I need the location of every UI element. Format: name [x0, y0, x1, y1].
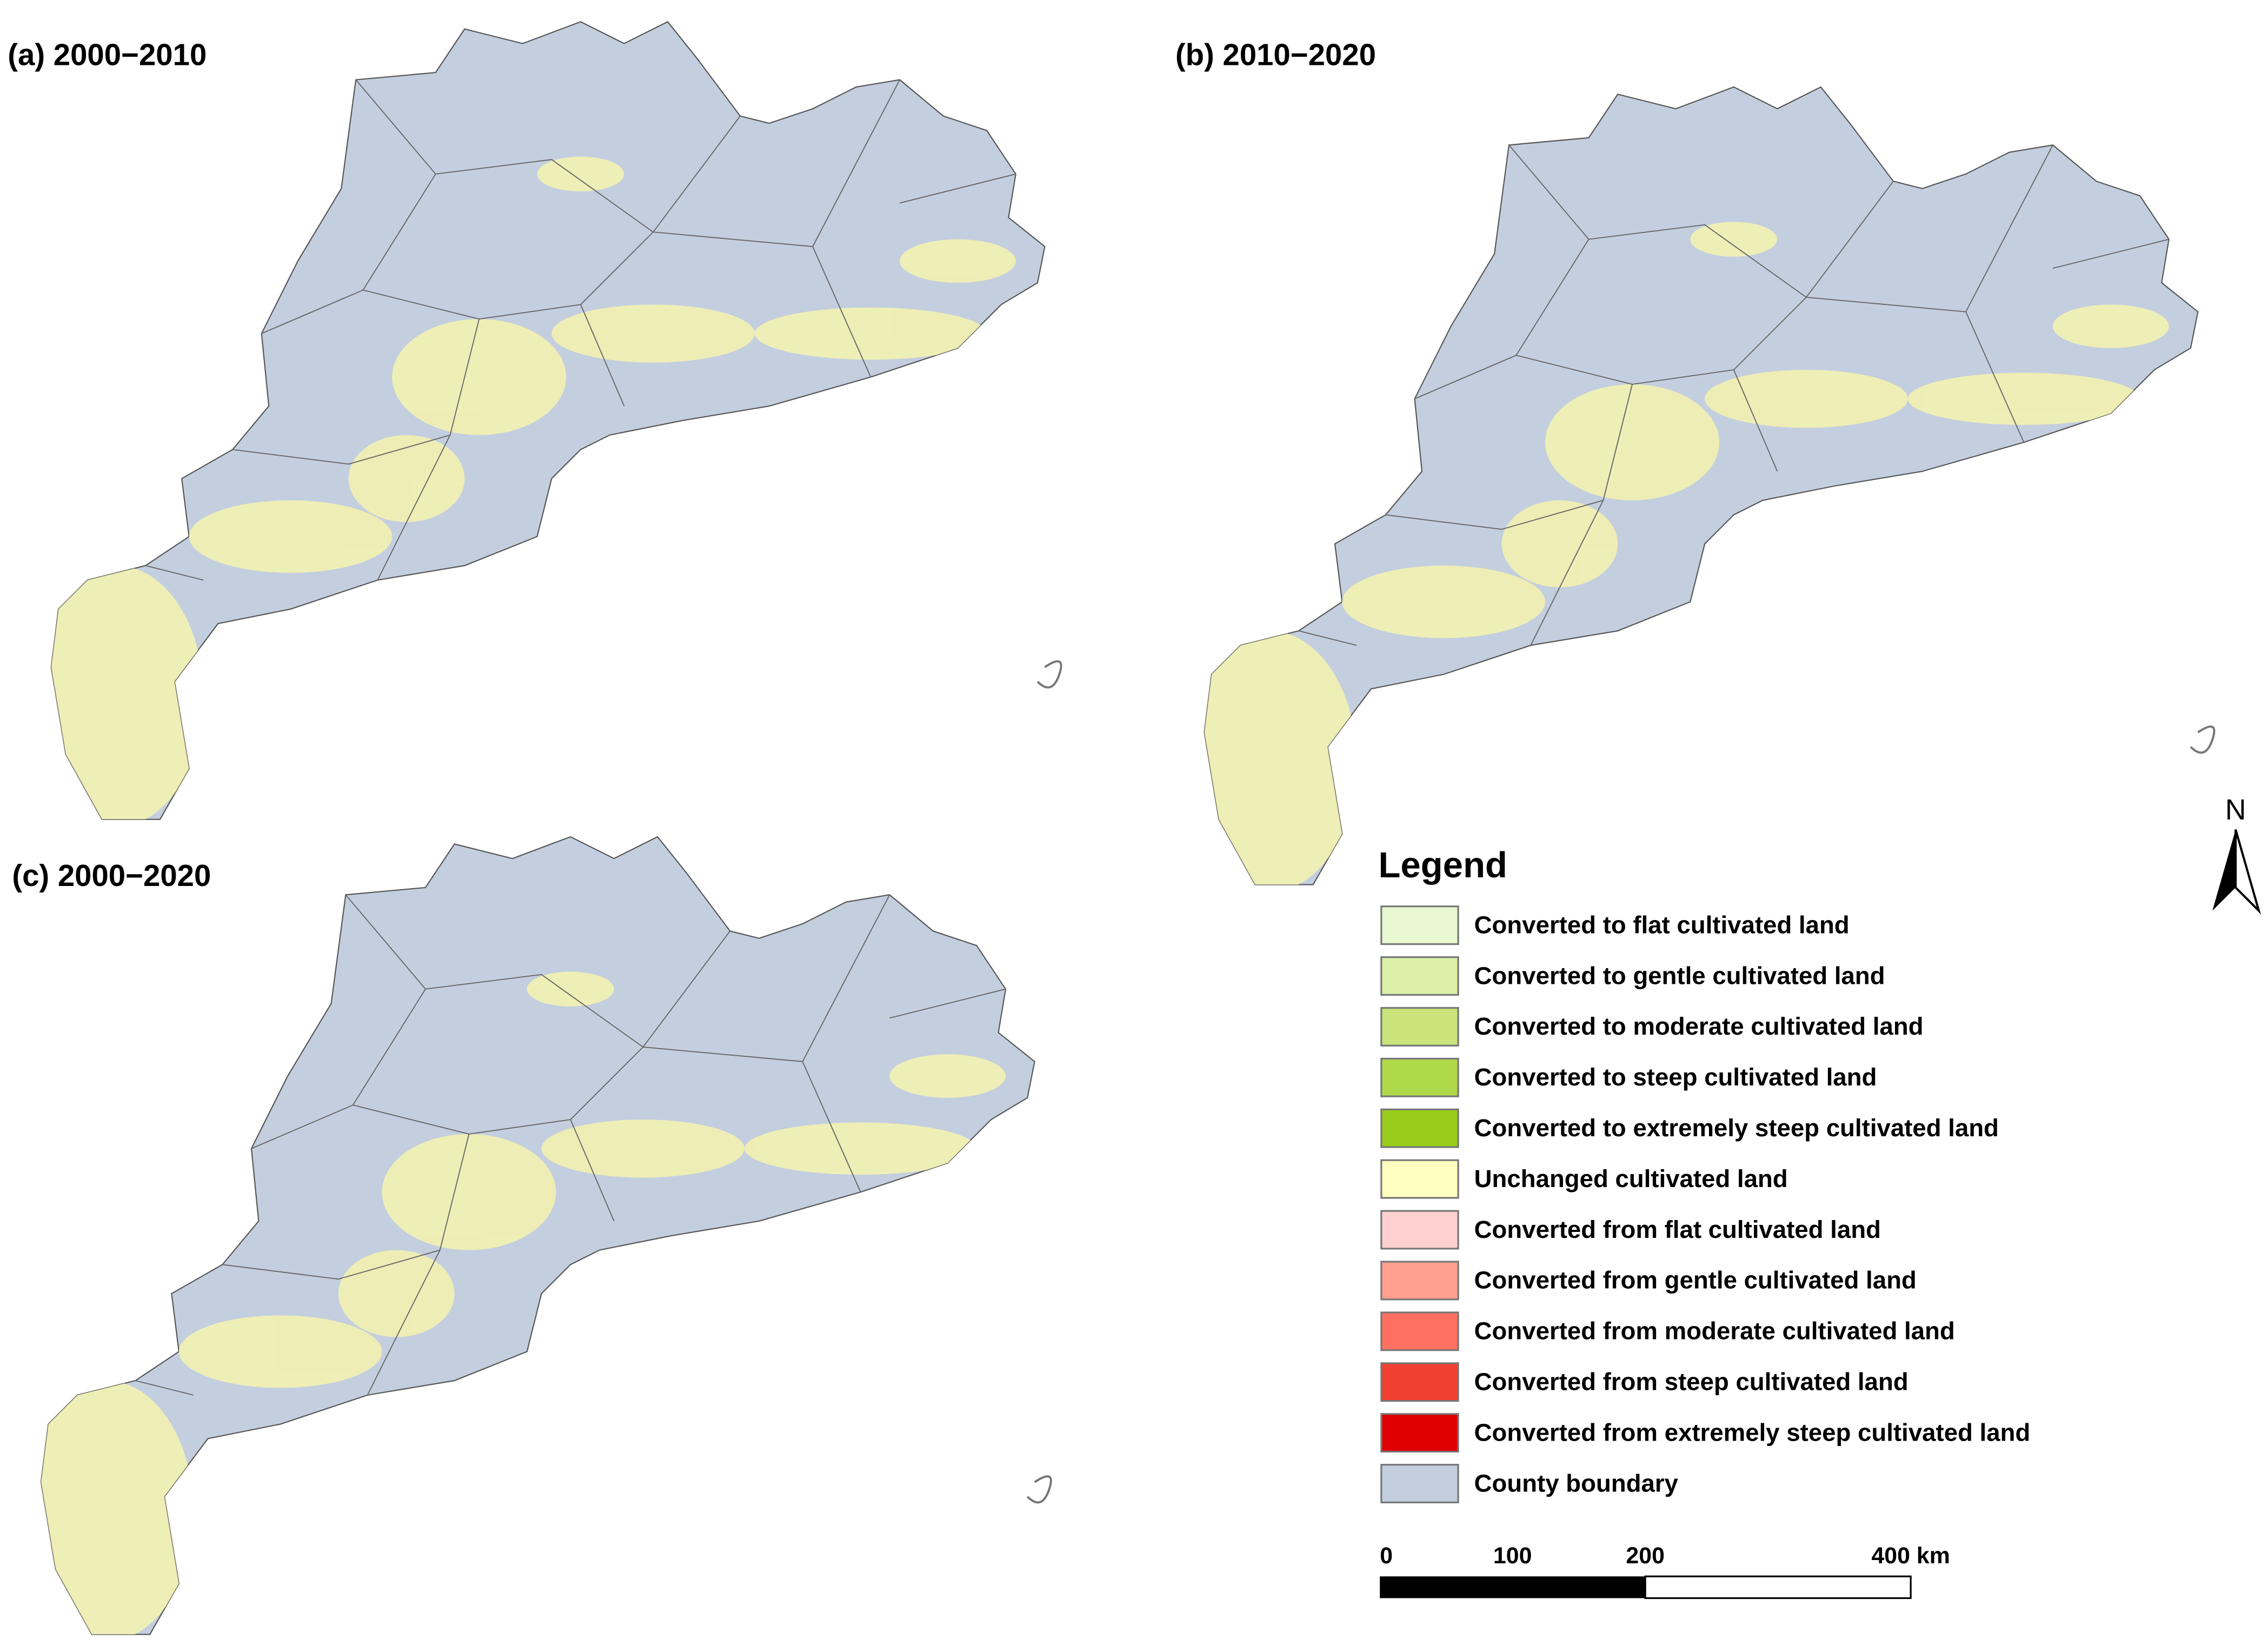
legend-swatch: [1380, 1007, 1459, 1047]
scale-bar: 0 100 200 400 km: [1380, 1543, 1950, 1600]
north-arrow: [2212, 829, 2236, 911]
legend-label: Converted from flat cultivated land: [1474, 1216, 1881, 1243]
map-c: [19, 837, 1051, 1642]
north-arrow: [2234, 829, 2262, 915]
legend-label: Converted to gentle cultivated land: [1474, 962, 1885, 989]
legend-swatch: [1380, 956, 1459, 996]
legend-swatch: [1380, 905, 1459, 945]
legend-swatch: [1380, 1464, 1459, 1504]
legend-label: Converted from moderate cultivated land: [1474, 1317, 1955, 1345]
legend-swatch: [1380, 1413, 1459, 1453]
legend-label: Converted to steep cultivated land: [1474, 1063, 1877, 1091]
scale-label: 400 km: [1871, 1543, 1950, 1569]
scale-segment: [1380, 1576, 1646, 1598]
panel-label: (c) 2000−2020: [12, 858, 211, 892]
legend-label: Converted from extremely steep cultivate…: [1474, 1418, 2031, 1446]
legend-swatch: [1380, 1311, 1459, 1351]
legend-label: Converted to flat cultivated land: [1474, 911, 1850, 938]
legend: Converted to flat cultivated land Convert…: [1380, 905, 2031, 1504]
legend-swatch: [1380, 1362, 1459, 1402]
map-b: [1182, 87, 2214, 892]
legend-label: Unchanged cultivated land: [1474, 1165, 1788, 1192]
scale-segment: [1644, 1575, 1912, 1600]
scale-label: 0: [1380, 1543, 1393, 1569]
legend-label: County boundary: [1474, 1469, 1679, 1497]
scale-label: 200: [1626, 1543, 1665, 1569]
legend-label: Converted from steep cultivated land: [1474, 1368, 1908, 1395]
legend-label: Converted to moderate cultivated land: [1474, 1012, 1924, 1040]
legend-swatch: [1380, 1057, 1459, 1097]
legend-label: Converted from gentle cultivated land: [1474, 1267, 1917, 1294]
legend-swatch: [1380, 1261, 1459, 1301]
legend-swatch: [1380, 1108, 1459, 1148]
legend-label: Converted to extremely steep cultivated …: [1474, 1114, 1999, 1142]
map-a: [30, 22, 1061, 827]
panel-label: (b) 2010−2020: [1175, 38, 1376, 72]
panel-label: (a) 2000−2010: [8, 38, 207, 72]
legend-swatch: [1380, 1159, 1459, 1199]
scale-label: 100: [1493, 1543, 1532, 1569]
legend-title: Legend: [1379, 845, 1507, 885]
legend-swatch: [1380, 1210, 1459, 1250]
north-label: N: [2225, 794, 2246, 826]
